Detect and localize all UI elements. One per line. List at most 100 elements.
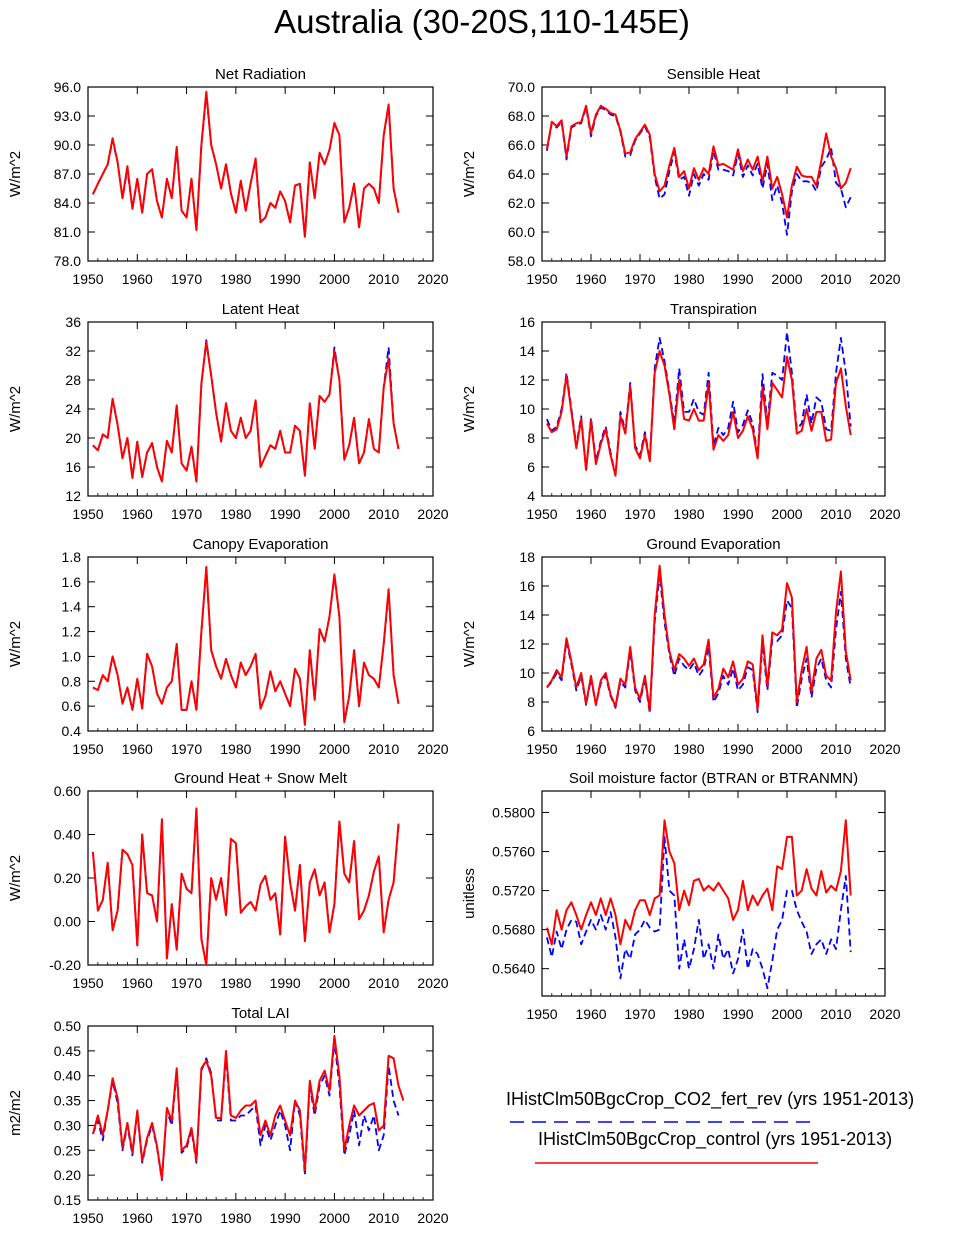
- y-tick-label: 16: [65, 459, 81, 475]
- x-tick-label: 2020: [417, 1210, 448, 1226]
- chart-panel-7: Soil moisture factor (BTRAN or BTRANMN) u…: [461, 770, 901, 1022]
- y-tick-label: 12: [519, 372, 535, 388]
- panel-title: Sensible Heat: [667, 66, 761, 83]
- y-tick-label: 0.50: [54, 1018, 81, 1034]
- legend-label-control: IHistClm50BgcCrop_control (yrs 1951-2013…: [538, 1129, 893, 1149]
- series-line-control: [546, 350, 852, 477]
- chart-panel-3: Transpiration W/m^2 1950 1960 1970 1980 1990 20…: [461, 301, 901, 522]
- series-line-co2_fert_rev: [546, 331, 852, 477]
- y-tick-label: 0.5720: [492, 883, 535, 899]
- y-tick-label: 20: [65, 430, 81, 446]
- x-tick-label: 2000: [771, 506, 802, 522]
- y-tick-label: 90.0: [54, 137, 81, 153]
- chart-panel-2: Latent Heat W/m^2 1950 1960 1970 1980 1990 2000…: [7, 301, 449, 522]
- x-tick-label: 1950: [526, 1006, 557, 1022]
- x-tick-label: 1990: [270, 975, 301, 991]
- x-tick-label: 1960: [122, 975, 153, 991]
- x-tick-label: 2000: [771, 1006, 802, 1022]
- y-axis-label: W/m^2: [7, 621, 24, 667]
- y-tick-label: 0.6: [62, 698, 82, 714]
- x-tick-label: 2010: [368, 506, 399, 522]
- x-tick-label: 1980: [673, 741, 704, 757]
- series-line-control: [91, 807, 400, 966]
- series-line-control: [92, 565, 400, 726]
- x-tick-label: 2020: [869, 506, 900, 522]
- y-tick-label: 0.15: [54, 1192, 81, 1208]
- x-tick-label: 1990: [722, 271, 753, 287]
- y-tick-label: 1.8: [62, 549, 82, 565]
- x-tick-label: 1950: [72, 1210, 103, 1226]
- y-tick-label: 8: [527, 694, 535, 710]
- y-tick-label: 64.0: [508, 166, 535, 182]
- panel-title: Soil moisture factor (BTRAN or BTRANMN): [569, 770, 858, 787]
- series-line-co2_fert_rev: [546, 573, 852, 715]
- y-tick-label: 87.0: [54, 166, 81, 182]
- y-tick-label: 12: [65, 488, 81, 504]
- panel-title: Transpiration: [670, 301, 757, 318]
- x-tick-label: 1950: [72, 975, 103, 991]
- x-tick-label: 2000: [319, 1210, 350, 1226]
- y-axis-label: m2/m2: [7, 1090, 24, 1136]
- series-line-co2_fert_rev: [92, 568, 400, 726]
- x-tick-label: 2000: [771, 271, 802, 287]
- series-line-control: [545, 819, 852, 946]
- y-axis-label: W/m^2: [461, 151, 478, 197]
- y-tick-label: 62.0: [508, 195, 535, 211]
- plot-frame: [87, 556, 434, 732]
- y-tick-label: 0.5800: [492, 804, 535, 820]
- y-tick-label: 84.0: [54, 195, 81, 211]
- x-tick-label: 1990: [270, 506, 301, 522]
- x-tick-label: 2010: [368, 975, 399, 991]
- x-tick-label: 2000: [319, 975, 350, 991]
- x-tick-label: 1950: [72, 271, 103, 287]
- panel-title: Canopy Evaporation: [193, 536, 329, 553]
- x-tick-label: 1980: [220, 975, 251, 991]
- x-tick-label: 1990: [722, 506, 753, 522]
- x-tick-label: 1960: [122, 1210, 153, 1226]
- y-tick-label: 28: [65, 372, 81, 388]
- y-tick-label: 66.0: [508, 137, 535, 153]
- panel-title: Latent Heat: [222, 301, 300, 318]
- y-tick-label: 58.0: [508, 253, 535, 269]
- y-tick-label: 6: [527, 723, 535, 739]
- x-tick-label: 2020: [869, 741, 900, 757]
- y-tick-label: 8: [527, 430, 535, 446]
- x-tick-label: 1950: [526, 271, 557, 287]
- y-tick-label: 81.0: [54, 224, 81, 240]
- x-tick-label: 1970: [171, 506, 202, 522]
- y-axis-label: W/m^2: [461, 386, 478, 432]
- x-tick-label: 2020: [417, 271, 448, 287]
- chart-panel-4: Canopy Evaporation W/m^2 1950 1960 1970 1980 1…: [7, 536, 449, 757]
- series-line-control: [91, 1034, 405, 1181]
- x-tick-label: 2000: [319, 506, 350, 522]
- chart-panel-0: Net Radiation W/m^2 1950 1960 1970 1980 1990 20…: [7, 66, 449, 287]
- x-tick-label: 1990: [722, 1006, 753, 1022]
- y-axis-label: W/m^2: [461, 621, 478, 667]
- y-tick-label: 14: [519, 343, 535, 359]
- x-tick-label: 2010: [368, 271, 399, 287]
- legend: IHistClm50BgcCrop_CO2_fert_rev (yrs 1951…: [470, 1078, 964, 1178]
- panel-title: Total LAI: [231, 1005, 289, 1022]
- y-tick-label: 18: [519, 549, 535, 565]
- y-tick-label: 0.4: [62, 723, 82, 739]
- y-tick-label: 60.0: [508, 224, 535, 240]
- y-tick-label: 16: [519, 578, 535, 594]
- y-tick-label: 0.40: [54, 827, 81, 843]
- series-line-co2_fert_rev: [92, 807, 400, 966]
- y-tick-label: 24: [65, 401, 81, 417]
- x-tick-label: 2010: [368, 1210, 399, 1226]
- y-tick-label: 70.0: [508, 79, 535, 95]
- x-tick-label: 1950: [526, 741, 557, 757]
- x-tick-label: 2020: [417, 975, 448, 991]
- y-tick-label: 93.0: [54, 108, 81, 124]
- x-tick-label: 1980: [220, 271, 251, 287]
- x-tick-label: 1960: [122, 271, 153, 287]
- x-tick-label: 1990: [722, 741, 753, 757]
- x-tick-label: 1970: [624, 741, 655, 757]
- panel-title: Ground Heat + Snow Melt: [174, 770, 348, 787]
- x-tick-label: 2000: [771, 741, 802, 757]
- x-tick-label: 1980: [673, 1006, 704, 1022]
- plot-frame: [87, 1025, 434, 1201]
- y-tick-label: 6: [527, 459, 535, 475]
